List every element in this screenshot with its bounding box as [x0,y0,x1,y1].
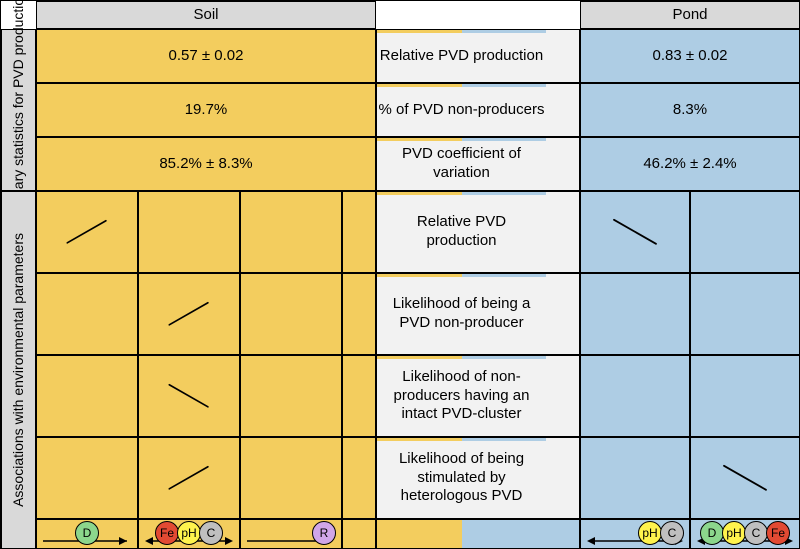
rowgroup-summary: Summary statistics for PVD production [1,29,36,191]
summary-pond-2-val: 46.2% ± 2.4% [643,155,736,174]
assoc-soil-r0c2 [240,191,342,273]
header-soil-label: Soil [193,6,218,25]
assoc-label-0: Relative PVD production [376,191,546,273]
header-pond: Pond [580,1,800,29]
footer-soil-c0: D [36,519,138,549]
tag-Fe: Fe [155,521,179,545]
summary-pond-0-val: 0.83 ± 0.02 [653,47,728,66]
tag-D: D [75,521,99,545]
footer-soil-gap [342,519,376,549]
assoc-label-0-text: Relative PVD production [381,213,542,251]
summary-gapL-1: % of PVD non-producers [376,83,546,137]
summary-pond-1-val: 8.3% [673,101,707,120]
assoc-soil-r1gap [342,273,376,355]
summary-soil-2-val: 85.2% ± 8.3% [159,155,252,174]
summary-soil-0: 0.57 ± 0.02 [36,29,376,83]
assoc-soil-r2c0 [36,355,138,437]
footer-pond-c1: D pH C Fe [690,519,800,549]
summary-label-0: Relative PVD production [380,47,543,66]
assoc-soil-r2gap [342,355,376,437]
header-pond-label: Pond [672,6,707,25]
trend-up-icon [59,209,114,255]
assoc-soil-r3c0 [36,437,138,519]
tag-R: R [312,521,336,545]
assoc-pond-r0c0 [580,191,690,273]
assoc-soil-r1c2 [240,273,342,355]
footer-soil-c1: Fe pH C [138,519,240,549]
assoc-soil-r2c1 [138,355,240,437]
footer-mid-gap [546,519,580,549]
assoc-soil-r3c2 [240,437,342,519]
summary-gapR-2 [546,137,580,191]
summary-pond-1: 8.3% [580,83,800,137]
assoc-soil-r0c0 [36,191,138,273]
trend-up-icon [161,455,216,501]
summary-gapL-0: Relative PVD production [376,29,546,83]
tag-pH: pH [722,521,746,545]
assoc-gapR-0 [546,191,580,273]
summary-pond-2: 46.2% ± 2.4% [580,137,800,191]
assoc-pond-r3c1 [690,437,800,519]
assoc-soil-r1c0 [36,273,138,355]
summary-soil-0-val: 0.57 ± 0.02 [169,47,244,66]
tag-pH: pH [638,521,662,545]
tag-D: D [700,521,724,545]
summary-pond-0: 0.83 ± 0.02 [580,29,800,83]
assoc-label-3: Likelihood of being stimulated by hetero… [376,437,546,519]
summary-label-2: PVD coefficient of variation [377,145,546,183]
header-soil: Soil [36,1,376,29]
footer-soil-c2: R [240,519,342,549]
assoc-soil-r2c2 [240,355,342,437]
summary-label-1: % of PVD non-producers [379,101,545,120]
assoc-pond-r1c0 [580,273,690,355]
trend-up-icon [161,291,216,337]
rowgroup-assoc: Associations with environmental paramete… [1,191,36,549]
summary-gapR-0 [546,29,580,83]
tag-pH: pH [177,521,201,545]
tag-C: C [199,521,223,545]
assoc-pond-r0c1 [690,191,800,273]
assoc-pond-r3c0 [580,437,690,519]
assoc-label-2-text: Likelihood of non-producers having an in… [381,368,542,424]
assoc-soil-r3c1 [138,437,240,519]
figure: Soil Pond Summary statistics for PVD pro… [0,0,800,549]
trend-down-icon [715,455,775,501]
summary-soil-2: 85.2% ± 8.3% [36,137,376,191]
assoc-gapR-3 [546,437,580,519]
summary-soil-1-val: 19.7% [185,101,228,120]
assoc-soil-r0gap [342,191,376,273]
trend-down-icon [605,209,665,255]
assoc-label-1: Likelihood of being a PVD non-producer [376,273,546,355]
assoc-pond-r2c1 [690,355,800,437]
tag-Fe: Fe [766,521,790,545]
summary-soil-1: 19.7% [36,83,376,137]
assoc-soil-r1c1 [138,273,240,355]
assoc-pond-r2c0 [580,355,690,437]
assoc-pond-r1c1 [690,273,800,355]
trend-down-icon [161,373,216,419]
assoc-label-2: Likelihood of non-producers having an in… [376,355,546,437]
assoc-label-1-text: Likelihood of being a PVD non-producer [381,295,542,333]
assoc-gapR-2 [546,355,580,437]
tag-C: C [744,521,768,545]
footer-mid [376,519,546,549]
rowgroup-assoc-label: Associations with environmental paramete… [10,233,28,507]
assoc-soil-r0c1 [138,191,240,273]
assoc-gapR-1 [546,273,580,355]
assoc-label-3-text: Likelihood of being stimulated by hetero… [381,450,542,506]
summary-gapR-1 [546,83,580,137]
footer-pond-c0: pH C [580,519,690,549]
summary-gapL-2: PVD coefficient of variation [376,137,546,191]
assoc-soil-r3gap [342,437,376,519]
tag-C: C [660,521,684,545]
